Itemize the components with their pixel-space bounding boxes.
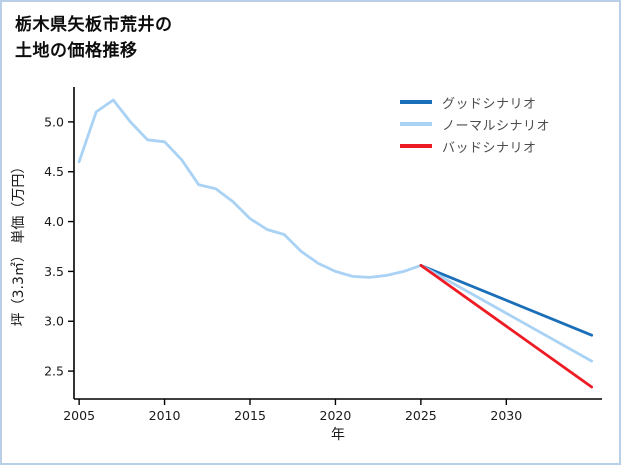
legend-label-bad: バッドシナリオ: [442, 140, 537, 156]
y-tick-label: 5.0: [44, 114, 64, 129]
y-tick-label: 2.5: [44, 364, 64, 379]
chart-title: 栃木県矢板市荒井の 土地の価格推移: [15, 12, 173, 64]
x-tick-label: 2025: [405, 408, 437, 423]
x-tick-label: 2030: [490, 408, 522, 423]
legend-item-bad-scenario: バッドシナリオ: [400, 135, 550, 157]
x-axis-label: 年: [331, 427, 345, 443]
legend-label-good: グッドシナリオ: [442, 96, 537, 112]
legend-swatch-normal: [400, 122, 432, 126]
chart-title-line-2: 土地の価格推移: [15, 41, 138, 61]
legend-swatch-bad: [400, 144, 432, 148]
history-line: [77, 98, 423, 279]
y-tick-label: 4.0: [44, 214, 64, 229]
legend-swatch-good: [400, 100, 432, 104]
x-tick-label: 2015: [234, 408, 266, 423]
legend-label-normal: ノーマルシナリオ: [442, 118, 551, 134]
y-tick-label: 4.5: [44, 164, 64, 179]
forecast-line-bad: [419, 263, 594, 389]
legend-item-normal-scenario: ノーマルシナリオ: [400, 113, 550, 135]
forecast-line-good: [419, 263, 594, 337]
y-axis-label: 坪（3.3㎡） 単価（万円）: [11, 159, 27, 327]
chart-title-line-1: 栃木県矢板市荒井の: [15, 15, 173, 35]
legend-item-good-scenario: グッドシナリオ: [400, 91, 550, 113]
y-tick-label: 3.0: [44, 314, 64, 329]
legend: グッドシナリオ ノーマルシナリオ バッドシナリオ: [400, 91, 550, 157]
x-tick-label: 2020: [320, 408, 352, 423]
x-tick-label: 2005: [63, 408, 95, 423]
y-tick-label: 3.5: [44, 264, 64, 279]
forecast-line-normal: [419, 263, 594, 363]
x-tick-label: 2010: [149, 408, 181, 423]
